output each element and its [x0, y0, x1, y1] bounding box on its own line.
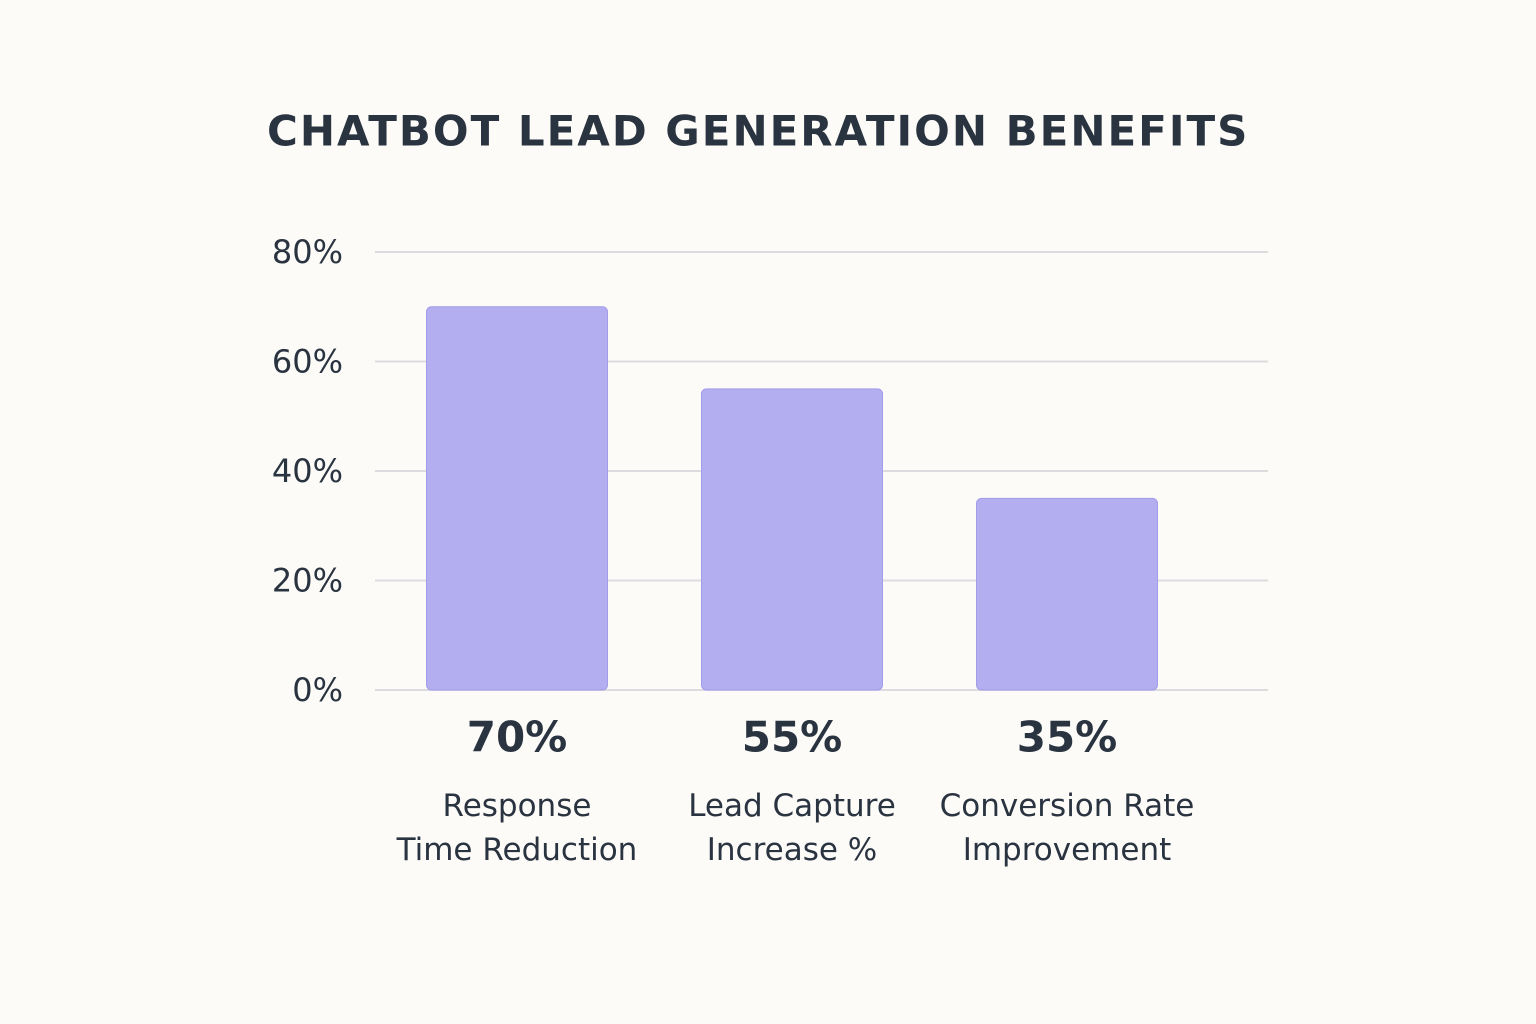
y-tick-label: 20% [272, 562, 343, 600]
bar [976, 497, 1158, 691]
value-label: 35% [1017, 713, 1118, 762]
y-tick-label: 80% [272, 233, 343, 271]
x-tick-label: Lead Capture Increase % [688, 788, 896, 868]
value-label: 70% [467, 713, 568, 762]
chart-title: CHATBOT LEAD GENERATION BENEFITS [267, 107, 1249, 156]
x-tick-label: Conversion Rate Improvement [939, 788, 1195, 868]
y-tick-label: 60% [272, 343, 343, 381]
x-tick-label: Response Time Reduction [396, 788, 638, 868]
value-label: 55% [742, 713, 843, 762]
bar [426, 306, 608, 691]
y-tick-label: 0% [292, 671, 343, 709]
y-tick-label: 40% [272, 452, 343, 490]
bar [701, 388, 883, 691]
